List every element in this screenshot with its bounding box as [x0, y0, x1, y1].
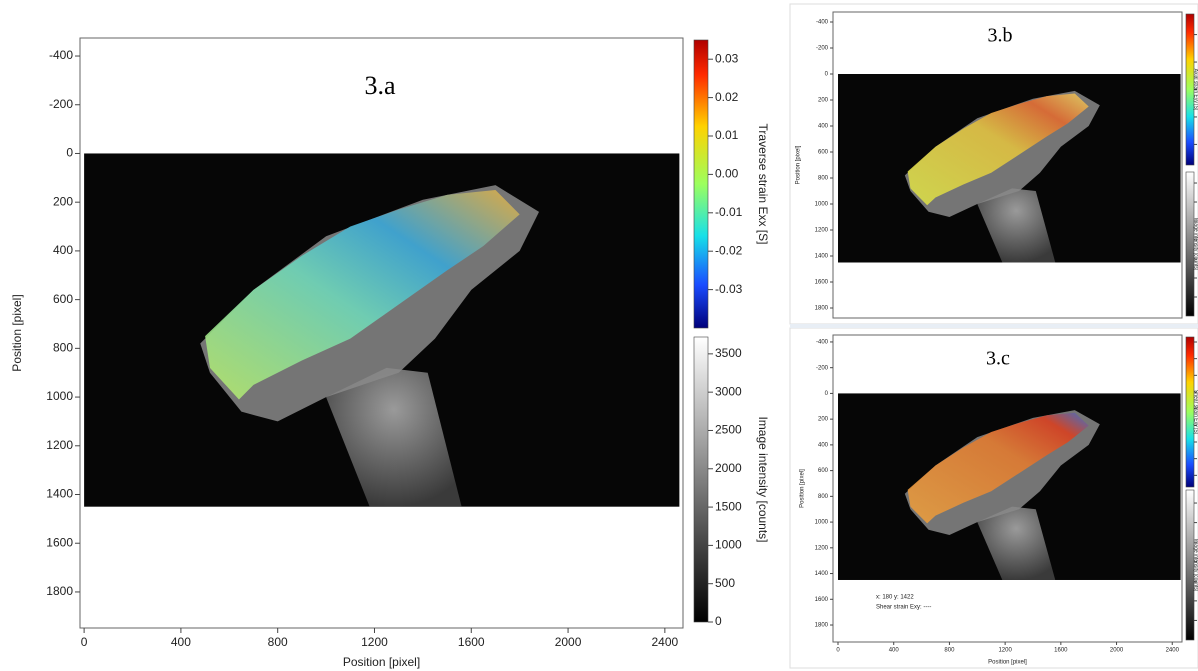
colorbar-tick-label: 1500: [715, 499, 742, 513]
y-tick-label: -400: [49, 48, 73, 62]
colorbar-tick-label: 3500: [715, 346, 742, 360]
y-tick-label: 400: [818, 442, 829, 448]
y-tick-label: 1000: [815, 202, 829, 208]
y-tick-label: 0: [825, 72, 829, 78]
colorbar: [693, 39, 709, 329]
x-tick-label: 0: [836, 647, 840, 653]
panel-title: 3.b: [988, 25, 1013, 47]
y-axis-label: Position [pixel]: [800, 469, 806, 508]
colorbar-tick-label: -0.03: [715, 282, 743, 296]
y-tick-label: 1200: [46, 438, 73, 452]
y-axis-label: Position [pixel]: [10, 294, 24, 371]
y-tick-label: 400: [53, 243, 73, 257]
y-tick-label: 200: [818, 98, 829, 104]
leg: [977, 188, 1056, 263]
y-tick-label: 400: [818, 124, 829, 130]
colorbar-tick-label: 0.00: [715, 167, 739, 181]
leg: [977, 506, 1056, 580]
x-axis-label: Position [pixel]: [988, 660, 1027, 666]
y-tick-label: 600: [818, 150, 829, 156]
y-tick-label: 1400: [46, 487, 73, 501]
y-tick-label: 1800: [815, 623, 829, 629]
colorbar: [1185, 489, 1195, 641]
x-tick-label: 2400: [1166, 647, 1180, 653]
colorbar-tick-label: 2000: [715, 461, 742, 475]
y-tick-label: 0: [66, 146, 73, 160]
colorbar-label: Image intensity [counts]: [1193, 539, 1198, 592]
leg: [326, 367, 462, 507]
y-tick-label: 0: [825, 391, 829, 397]
strain-overlay: [205, 190, 520, 400]
y-tick-label: 1400: [815, 571, 829, 577]
x-axis-label: Position [pixel]: [343, 655, 420, 669]
colorbar-tick-label: 1000: [715, 538, 742, 552]
x-tick-label: 1600: [458, 635, 485, 649]
y-tick-label: -400: [816, 340, 829, 346]
colorbar-label: Shear strain Εxy [S]: [1193, 390, 1198, 435]
y-tick-label: 1000: [815, 520, 829, 526]
x-tick-label: 400: [171, 635, 191, 649]
colorbar-tick-label: 2500: [715, 423, 742, 437]
panel-title: 3.a: [364, 71, 396, 100]
y-tick-label: 800: [818, 176, 829, 182]
y-tick-label: -200: [816, 46, 829, 52]
x-tick-label: 1600: [1054, 647, 1068, 653]
annotation: Shear strain Εxy: ----: [876, 605, 931, 611]
y-tick-label: -200: [49, 97, 73, 111]
colorbar-label: Image intensity [counts]: [1193, 218, 1198, 271]
panel-title: 3.c: [986, 348, 1010, 370]
y-tick-label: 600: [818, 468, 829, 474]
x-tick-label: 2400: [652, 635, 679, 649]
colorbar-label: Image intensity [counts]: [756, 416, 770, 542]
x-tick-label: 2000: [1110, 647, 1124, 653]
y-tick-label: 1800: [46, 584, 73, 598]
y-tick-label: 1600: [815, 597, 829, 603]
strain-overlay: [907, 412, 1089, 524]
colorbar-tick-label: 0: [715, 614, 722, 628]
y-tick-label: 200: [53, 194, 73, 208]
y-tick-label: 800: [53, 341, 73, 355]
x-tick-label: 1200: [361, 635, 388, 649]
colorbar-tick-label: -0.02: [715, 243, 743, 257]
x-tick-label: 400: [889, 647, 900, 653]
colorbar-tick-label: 0.03: [715, 51, 739, 65]
y-tick-label: -200: [816, 365, 829, 371]
y-tick-label: 1800: [815, 306, 829, 312]
y-tick-label: 800: [818, 494, 829, 500]
colorbar-label: Axial strain Εyy [S]: [1193, 69, 1198, 111]
y-tick-label: 1200: [815, 545, 829, 551]
colorbar-tick-label: 0.01: [715, 128, 739, 142]
y-tick-label: 1200: [815, 228, 829, 234]
colorbar-label: Traverse strain Εxx [S]: [756, 124, 770, 245]
x-tick-label: 800: [268, 635, 288, 649]
y-tick-label: 1000: [46, 389, 73, 403]
splitter: [790, 324, 1198, 328]
strain-overlay: [907, 93, 1089, 206]
y-tick-label: 1400: [815, 254, 829, 260]
y-axis-label: Position [pixel]: [796, 145, 802, 184]
x-tick-label: 800: [944, 647, 955, 653]
colorbar-tick-label: -0.01: [715, 205, 743, 219]
colorbar: [1185, 336, 1195, 488]
colorbar-tick-label: 500: [715, 576, 735, 590]
y-tick-label: 1600: [815, 280, 829, 286]
y-tick-label: 600: [53, 292, 73, 306]
colorbar-tick-label: 0.02: [715, 90, 739, 104]
colorbar-tick-label: 3000: [715, 384, 742, 398]
colorbar: [1185, 171, 1195, 317]
x-tick-label: 1200: [998, 647, 1012, 653]
x-tick-label: 0: [81, 635, 88, 649]
annotation: x: 180 y: 1422: [876, 595, 914, 601]
x-tick-label: 2000: [555, 635, 582, 649]
y-tick-label: 200: [818, 417, 829, 423]
y-tick-label: 1600: [46, 535, 73, 549]
colorbar: [693, 336, 709, 623]
y-tick-label: -400: [816, 20, 829, 26]
